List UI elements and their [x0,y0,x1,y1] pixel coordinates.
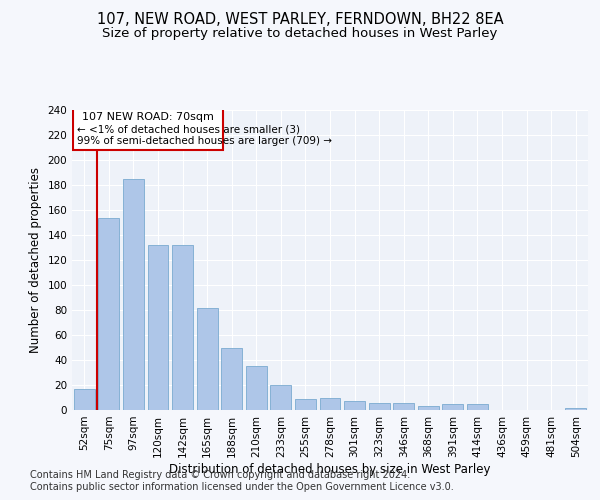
Text: Size of property relative to detached houses in West Parley: Size of property relative to detached ho… [103,28,497,40]
Text: 99% of semi-detached houses are larger (709) →: 99% of semi-detached houses are larger (… [77,136,332,146]
Bar [246,366,267,410]
Bar [271,385,292,410]
Text: 107, NEW ROAD, WEST PARLEY, FERNDOWN, BH22 8EA: 107, NEW ROAD, WEST PARLEY, FERNDOWN, BH… [97,12,503,28]
Bar [368,402,389,410]
Bar [221,348,242,410]
Bar [172,245,193,410]
Bar [98,218,119,410]
Bar [74,389,95,410]
Bar [320,398,340,410]
Text: Contains public sector information licensed under the Open Government Licence v3: Contains public sector information licen… [30,482,454,492]
Text: 107 NEW ROAD: 70sqm: 107 NEW ROAD: 70sqm [82,112,214,122]
Bar [295,399,316,410]
Bar [442,404,463,410]
Text: Contains HM Land Registry data © Crown copyright and database right 2024.: Contains HM Land Registry data © Crown c… [30,470,410,480]
X-axis label: Distribution of detached houses by size in West Parley: Distribution of detached houses by size … [169,462,491,475]
Bar [393,402,414,410]
Bar [344,401,365,410]
Y-axis label: Number of detached properties: Number of detached properties [29,167,42,353]
Bar [565,408,586,410]
Text: ← <1% of detached houses are smaller (3): ← <1% of detached houses are smaller (3) [77,125,300,135]
Bar [123,179,144,410]
Bar [73,108,223,150]
Bar [197,308,218,410]
Bar [148,245,169,410]
Bar [418,406,439,410]
Bar [467,404,488,410]
